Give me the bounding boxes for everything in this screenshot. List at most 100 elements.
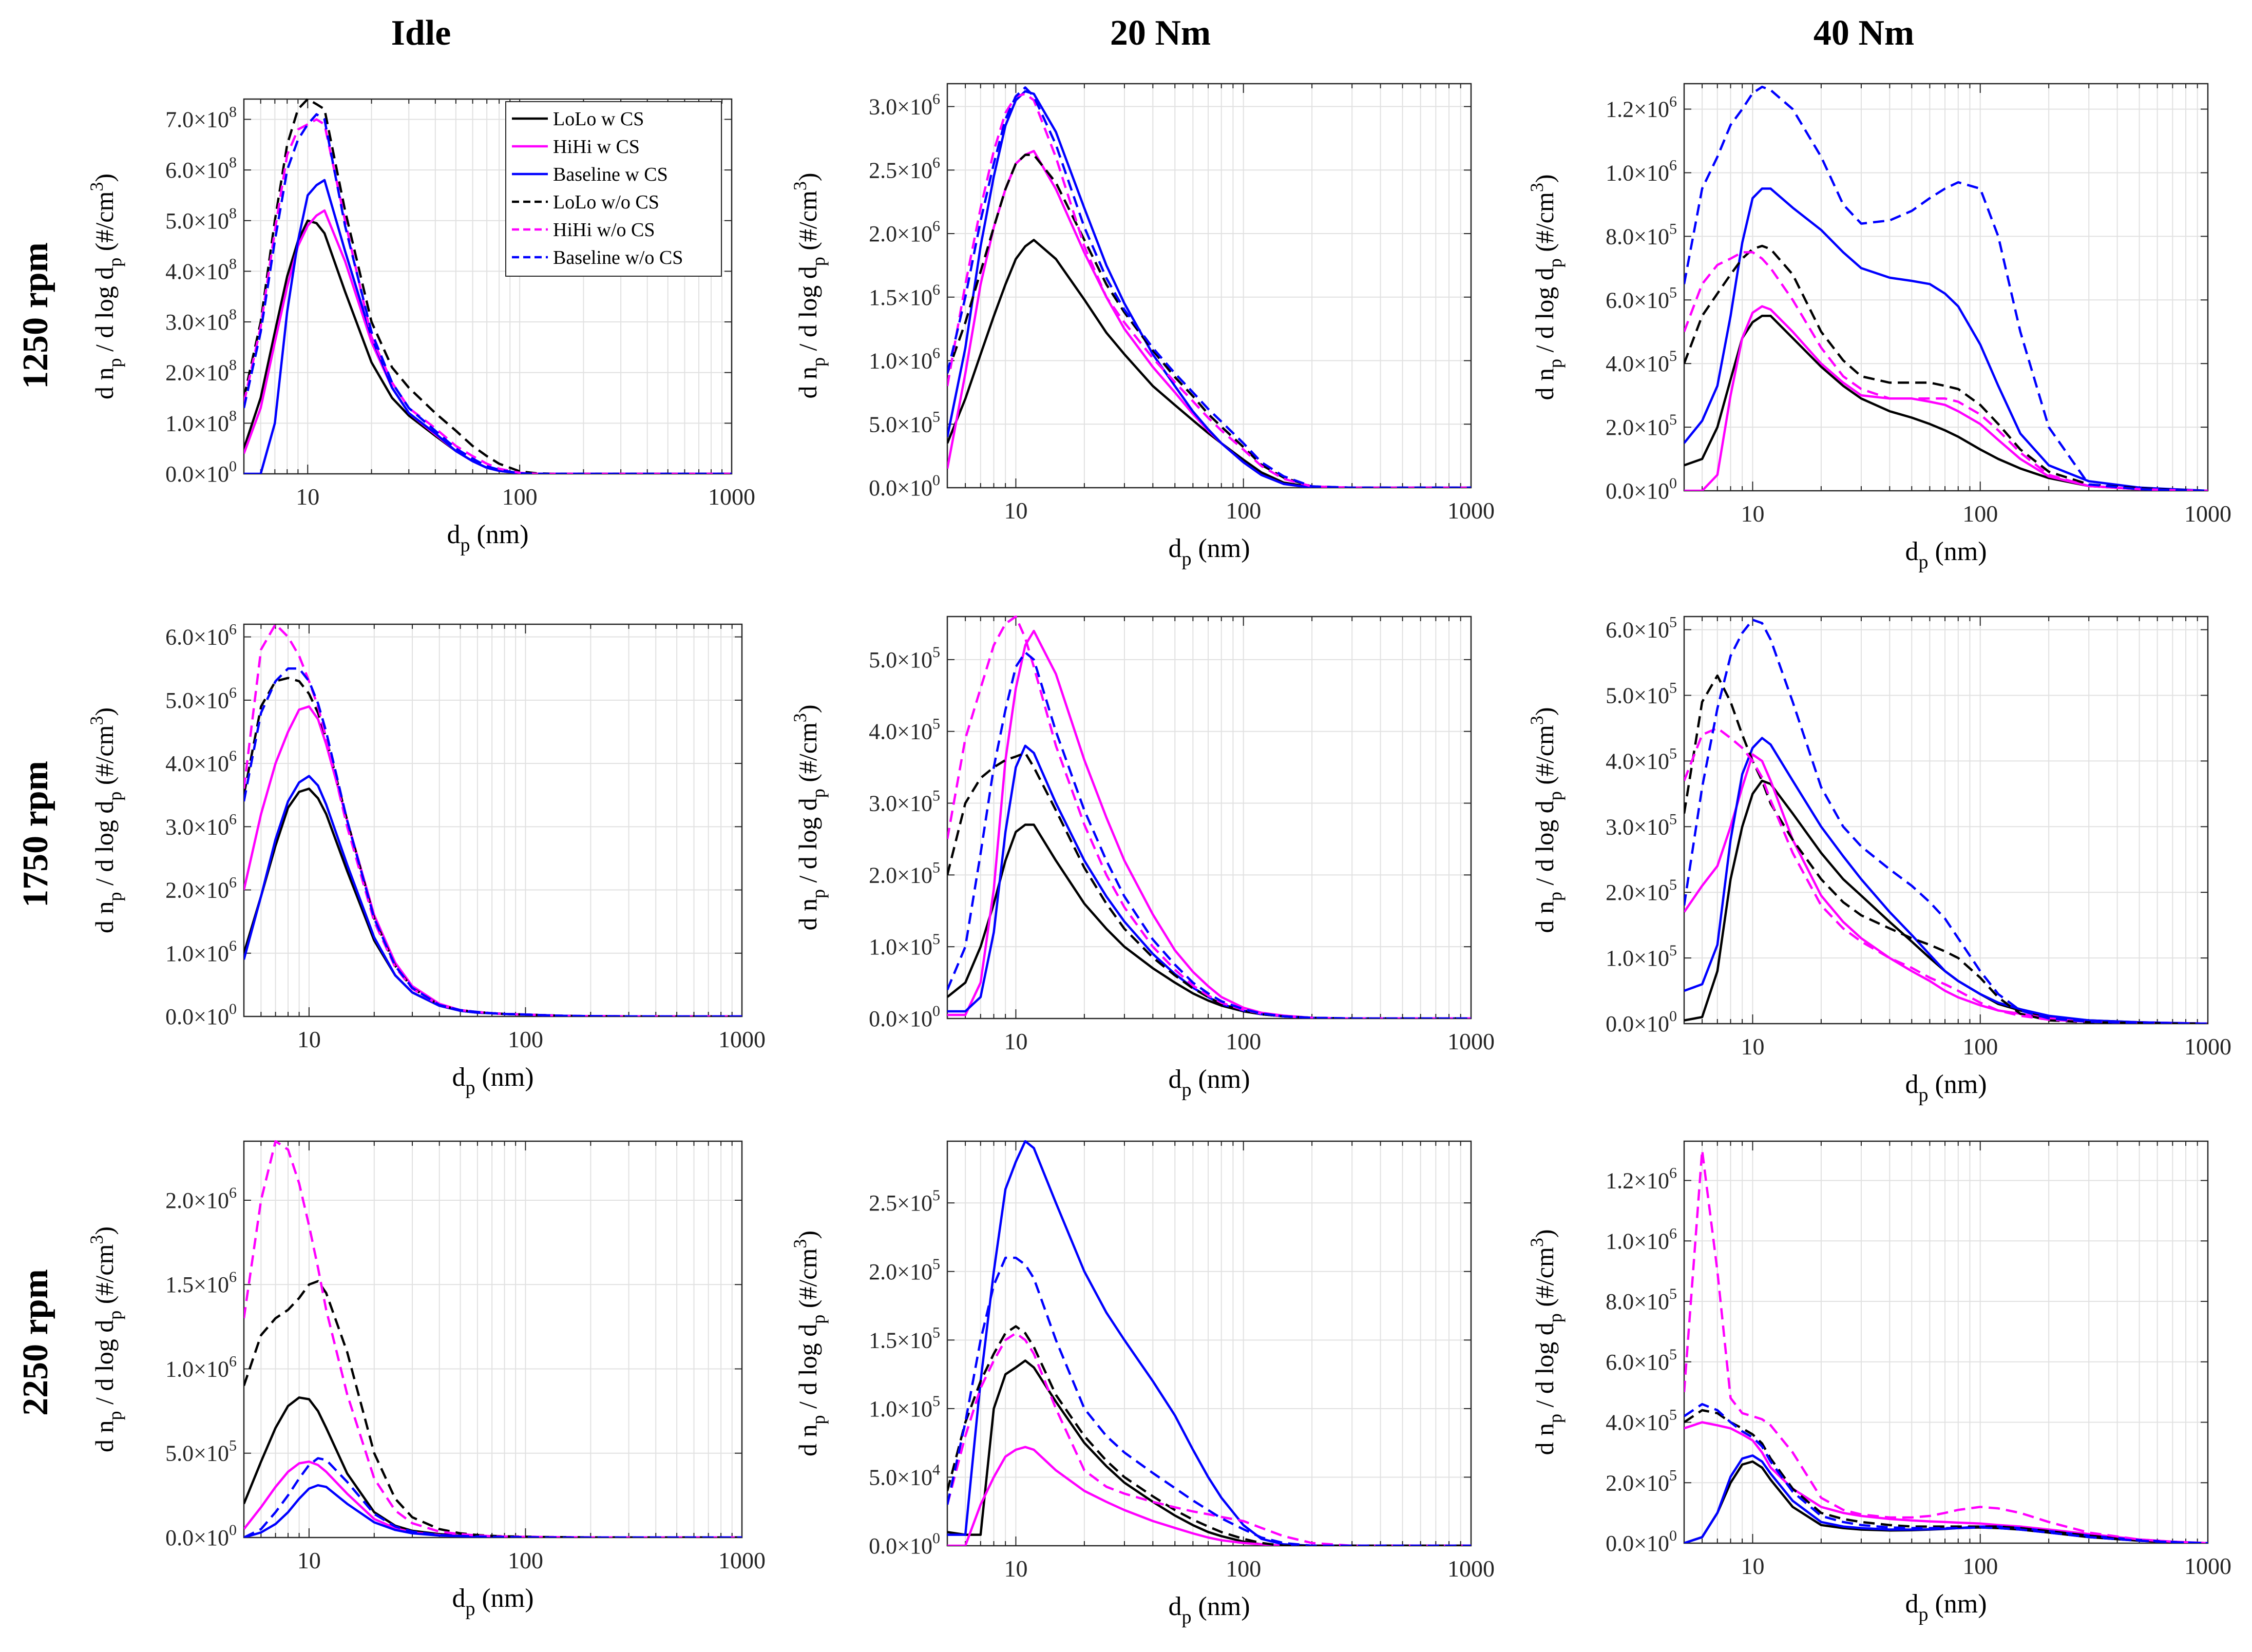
x-axis-label: dp (nm): [1905, 1070, 1987, 1106]
y-tick-label: 1.5×106: [165, 1269, 237, 1297]
series-line-lolo-w-o-cs: [244, 1280, 742, 1538]
legend-label-hihi-w-cs: HiHi w CS: [553, 136, 640, 158]
y-tick-label: 2.0×106: [165, 1184, 237, 1213]
y-tick-label: 5.0×108: [165, 205, 237, 234]
y-tick-label: 0.0×100: [1606, 475, 1677, 504]
y-tick-label: 5.0×106: [165, 684, 237, 713]
series-line-hihi-w-o-cs: [1684, 1149, 2208, 1543]
y-tick-label: 1.0×105: [1606, 942, 1677, 971]
series-line-lolo-w-o-cs: [1684, 1409, 2208, 1543]
y-tick-label: 2.5×106: [869, 154, 940, 183]
chart-panel-1750-rpm-20-nm: 10 100 1000 0.0×100 1.0×105 2.0×105 3.0×105 4.0…: [790, 616, 1495, 1101]
y-tick-label: 0.0×100: [1606, 1008, 1677, 1036]
y-tick-label: 1.0×108: [165, 407, 237, 436]
y-tick-label: 1.5×105: [869, 1324, 940, 1353]
series-line-lolo-w-o-cs: [947, 153, 1471, 488]
chart-panel-2250-rpm-40-nm: 10 100 1000 0.0×100 2.0×105 4.0×105 6.0×105 8.0…: [1526, 1140, 2231, 1625]
series-line-lolo-w-cs: [244, 1396, 742, 1538]
y-tick-label: 0.0×100: [165, 1522, 237, 1550]
series-line-baseline-w-o-cs: [244, 667, 742, 1016]
series-line-baseline-w-cs: [947, 1140, 1471, 1546]
y-axis-label: d np / d log dp (#/cm3): [86, 174, 125, 399]
y-tick-label: 0.0×100: [165, 1001, 237, 1029]
series-line-baseline-w-cs: [1684, 187, 2208, 491]
series-line-lolo-w-cs: [1684, 779, 2208, 1024]
column-title-idle: Idle: [391, 13, 451, 53]
series-group: [1684, 85, 2208, 491]
series-line-hihi-w-o-cs: [244, 623, 742, 1016]
y-tick-label: 0.0×100: [1606, 1527, 1677, 1556]
x-tick-label: 1000: [1447, 497, 1495, 524]
x-tick-label: 100: [1962, 1553, 1998, 1579]
legend-label-hihi-w-o-cs: HiHi w/o CS: [553, 219, 655, 241]
y-tick-label: 8.0×105: [1606, 1285, 1677, 1314]
y-tick-label: 2.0×105: [1606, 411, 1677, 440]
series-line-lolo-w-cs: [1684, 315, 2208, 491]
x-tick-label: 100: [508, 1547, 543, 1573]
y-tick-label: 5.0×105: [165, 1437, 237, 1466]
y-tick-label: 5.0×105: [869, 644, 940, 673]
y-tick-label: 3.0×105: [869, 787, 940, 816]
y-tick-label: 3.0×105: [1606, 811, 1677, 839]
x-tick-label: 10: [1741, 1553, 1764, 1579]
column-title-40nm: 40 Nm: [1813, 13, 1915, 53]
plot-frame: [946, 1140, 1472, 1547]
x-axis-label: dp (nm): [1905, 1589, 1987, 1625]
series-line-lolo-w-cs: [947, 239, 1471, 488]
series-group: [1684, 619, 2208, 1024]
x-axis-label: dp (nm): [447, 520, 528, 556]
y-axis-label: d np / d log dp (#/cm3): [790, 172, 829, 398]
y-tick-label: 3.0×106: [869, 91, 940, 120]
y-tick-label: 7.0×108: [165, 103, 237, 132]
legend: LoLo w CS HiHi w CS Baseline w CS LoLo w/o …: [505, 101, 722, 277]
y-axis-label: d np / d log dp (#/cm3): [1526, 707, 1566, 933]
chart-panel-1750-rpm-idle: 10 100 1000 0.0×100 1.0×106 2.0×106 3.0×106 4.0…: [86, 621, 766, 1099]
series-line-hihi-w-cs: [947, 1446, 1471, 1546]
y-tick-label: 2.0×105: [869, 1256, 940, 1284]
y-tick-label: 4.0×105: [1606, 1407, 1677, 1435]
y-tick-label: 4.0×105: [1606, 745, 1677, 774]
plot-frame: [243, 98, 733, 475]
x-tick-label: 100: [502, 484, 538, 510]
series-line-lolo-w-cs: [1684, 1460, 2208, 1543]
x-tick-label: 1000: [1447, 1028, 1495, 1054]
series-line-lolo-w-cs: [947, 1359, 1471, 1546]
chart-panel-1250-rpm-20-nm: 10 100 1000 0.0×100 5.0×105 1.0×106 1.5×106 2.0…: [790, 83, 1495, 570]
x-tick-label: 1000: [718, 1547, 766, 1573]
y-tick-label: 2.0×105: [1606, 876, 1677, 905]
series-line-baseline-w-cs: [244, 775, 742, 1016]
series-line-baseline-w-cs: [244, 1484, 742, 1538]
legend-label-lolo-w-cs: LoLo w CS: [553, 108, 644, 130]
x-tick-label: 1000: [2184, 501, 2231, 527]
series-group: [244, 1140, 742, 1538]
y-tick-label: 2.5×105: [869, 1187, 940, 1216]
series-line-lolo-w-o-cs: [244, 677, 742, 1016]
legend-label-baseline-w-cs: Baseline w CS: [553, 164, 668, 185]
y-tick-label: 1.5×106: [869, 281, 940, 310]
y-tick-label: 6.0×108: [165, 154, 237, 183]
y-tick-label: 1.0×106: [869, 345, 940, 374]
x-tick-label: 10: [1004, 1028, 1027, 1054]
series-line-baseline-w-cs: [244, 179, 732, 474]
series-line-hihi-w-o-cs: [947, 1332, 1471, 1546]
y-axis-label: d np / d log dp (#/cm3): [1526, 174, 1566, 400]
plot-frame: [1683, 83, 2209, 492]
series-line-hihi-w-cs: [244, 1460, 742, 1538]
series-line-baseline-w-o-cs: [947, 86, 1471, 488]
y-tick-label: 5.0×104: [869, 1461, 940, 1490]
x-axis-label: dp (nm): [1168, 534, 1250, 570]
x-tick-label: 100: [508, 1026, 543, 1052]
y-tick-label: 2.0×106: [869, 218, 940, 246]
plot-frame: [1683, 616, 2209, 1025]
series-group: [1684, 1149, 2208, 1543]
y-tick-label: 2.0×105: [1606, 1467, 1677, 1495]
y-tick-label: 1.2×106: [1606, 1165, 1677, 1194]
plot-frame: [946, 616, 1472, 1020]
y-tick-label: 2.0×106: [165, 874, 237, 903]
y-tick-label: 2.0×105: [869, 859, 940, 888]
x-tick-label: 1000: [2184, 1033, 2231, 1060]
chart-panel-1750-rpm-40-nm: 10 100 1000 0.0×100 1.0×105 2.0×105 3.0×105 4.0…: [1526, 614, 2231, 1106]
x-tick-label: 10: [1004, 1555, 1027, 1582]
y-axis-label: d np / d log dp (#/cm3): [790, 704, 829, 930]
